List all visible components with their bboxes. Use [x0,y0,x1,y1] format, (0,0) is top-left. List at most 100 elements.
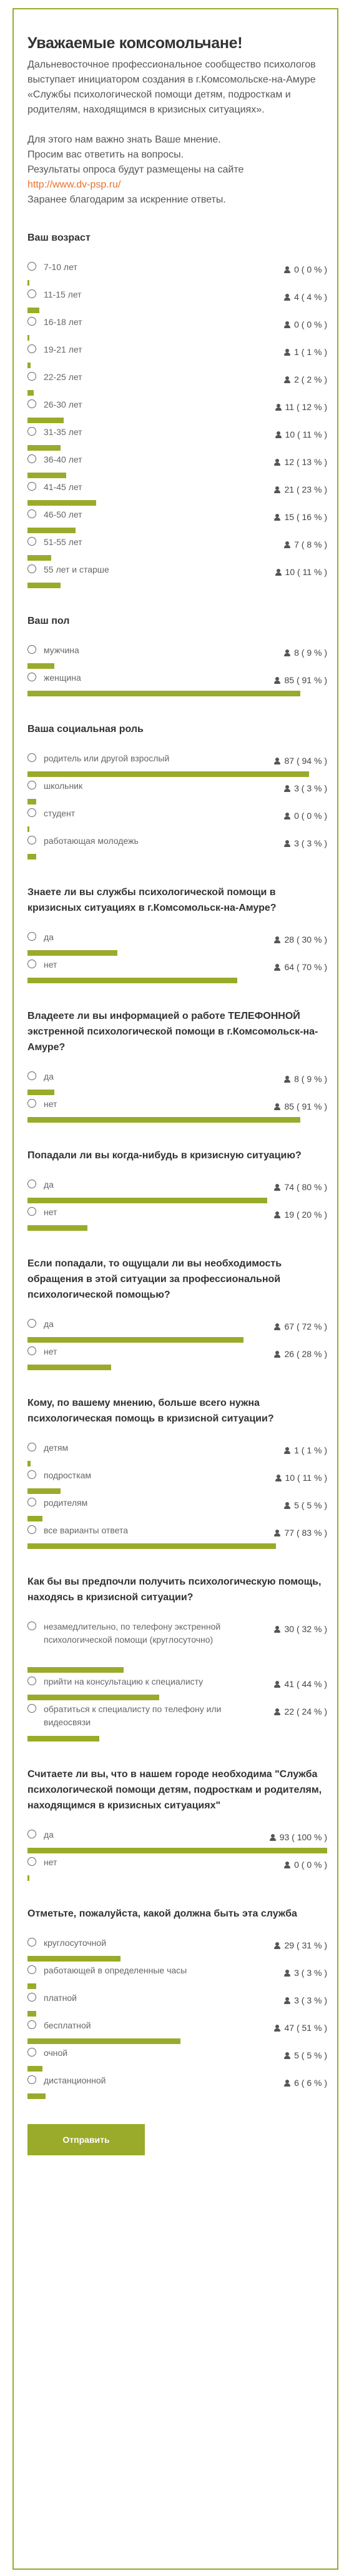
radio-button[interactable] [27,645,36,654]
radio-button[interactable] [27,1938,36,1947]
radio-button[interactable] [27,509,36,518]
answer-option[interactable]: 46-50 лет 15 ( 16 % ) [27,508,327,536]
answer-option[interactable]: да 74 ( 80 % ) [27,1178,327,1206]
vote-stat: 74 ( 80 % ) [274,1182,327,1192]
answer-option[interactable]: 55 лет и старше 10 ( 11 % ) [27,563,327,591]
radio-button[interactable] [27,960,36,968]
radio-button[interactable] [27,1180,36,1188]
radio-button[interactable] [27,1207,36,1216]
radio-button[interactable] [27,1470,36,1479]
option-label: школьник [44,781,83,791]
answer-option[interactable]: нет 85 ( 91 % ) [27,1098,327,1125]
answer-option[interactable]: незамедлительно, по телефону экстренной … [27,1620,327,1675]
user-icon [284,785,291,792]
radio-button[interactable] [27,1443,36,1451]
vote-percent: 0 % [307,319,322,329]
radio-button[interactable] [27,1830,36,1838]
answer-option[interactable]: школьник 3 ( 3 % ) [27,779,327,807]
vote-count: 10 [285,1473,295,1483]
vote-stat: 11 ( 12 % ) [275,402,327,412]
answer-option[interactable]: 7-10 лет 0 ( 0 % ) [27,261,327,288]
answer-option[interactable]: нет 64 ( 70 % ) [27,958,327,986]
answer-option[interactable]: обратиться к специалисту по телефону или… [27,1703,327,1744]
radio-button[interactable] [27,753,36,762]
radio-button[interactable] [27,1525,36,1534]
radio-button[interactable] [27,399,36,408]
radio-button[interactable] [27,932,36,941]
answer-option[interactable]: детям 1 ( 1 % ) [27,1441,327,1469]
answer-option[interactable]: родителям 5 ( 5 % ) [27,1496,327,1524]
answer-option[interactable]: женщина 85 ( 91 % ) [27,671,327,699]
radio-button[interactable] [27,673,36,681]
radio-button[interactable] [27,1621,36,1630]
answer-option[interactable]: 41-45 лет 21 ( 23 % ) [27,481,327,508]
radio-button[interactable] [27,564,36,573]
radio-button[interactable] [27,344,36,353]
answer-option[interactable]: да 28 ( 30 % ) [27,931,327,958]
answer-option[interactable]: 36-40 лет 12 ( 13 % ) [27,453,327,481]
radio-button[interactable] [27,372,36,381]
answer-option[interactable]: работающей в определенные часы 3 ( 3 % ) [27,1964,327,1992]
vote-stat: 77 ( 83 % ) [274,1528,327,1538]
answer-option[interactable]: нет 0 ( 0 % ) [27,1856,327,1883]
radio-button[interactable] [27,1676,36,1685]
answer-option[interactable]: подросткам 10 ( 11 % ) [27,1469,327,1496]
answer-option[interactable]: платной 3 ( 3 % ) [27,1992,327,2019]
radio-button[interactable] [27,1071,36,1080]
radio-button[interactable] [27,1965,36,1974]
answer-option[interactable]: бесплатной 47 ( 51 % ) [27,2019,327,2047]
radio-button[interactable] [27,1099,36,1108]
answer-option[interactable]: 19-21 лет 1 ( 1 % ) [27,343,327,371]
answer-option[interactable]: родитель или другой взрослый 87 ( 94 % ) [27,752,327,779]
answer-option[interactable]: прийти на консультацию к специалисту 41 (… [27,1675,327,1703]
radio-button[interactable] [27,1498,36,1506]
radio-button[interactable] [27,454,36,463]
vote-percent: 51 % [302,2023,322,2033]
site-link[interactable]: http://www.dv-psp.ru/ [27,179,121,190]
answer-option[interactable]: мужчина 8 ( 9 % ) [27,644,327,671]
answer-option[interactable]: 16-18 лет 0 ( 0 % ) [27,316,327,343]
radio-button[interactable] [27,262,36,271]
vote-count: 0 [294,319,299,329]
answer-option[interactable]: очной 5 ( 5 % ) [27,2047,327,2074]
answer-option[interactable]: студент 0 ( 0 % ) [27,807,327,834]
radio-button[interactable] [27,289,36,298]
answer-option[interactable]: 51-55 лет 7 ( 8 % ) [27,536,327,563]
option-label: круглосуточной [44,1938,107,1948]
answer-option[interactable]: нет 26 ( 28 % ) [27,1345,327,1373]
option-label: работающей в определенные часы [44,1965,187,1975]
radio-button[interactable] [27,781,36,789]
radio-button[interactable] [27,317,36,326]
radio-button[interactable] [27,482,36,491]
answer-option[interactable]: да 93 ( 100 % ) [27,1828,327,1856]
options-list: да 28 ( 30 % ) нет 64 ( 70 % ) [27,931,327,986]
answer-option[interactable]: круглосуточной 29 ( 31 % ) [27,1937,327,1964]
answer-option[interactable]: 22-25 лет 2 ( 2 % ) [27,371,327,398]
radio-button[interactable] [27,808,36,817]
answer-option[interactable]: да 67 ( 72 % ) [27,1318,327,1345]
answer-option[interactable]: все варианты ответа 77 ( 83 % ) [27,1524,327,1551]
answer-option[interactable]: 26-30 лет 11 ( 12 % ) [27,398,327,426]
answer-option[interactable]: дистанционной 6 ( 6 % ) [27,2074,327,2102]
radio-button[interactable] [27,537,36,546]
answer-option[interactable]: нет 19 ( 20 % ) [27,1206,327,1233]
radio-button[interactable] [27,1857,36,1866]
option-label: детям [44,1443,69,1453]
radio-button[interactable] [27,1993,36,2002]
radio-button[interactable] [27,836,36,844]
option-label: нет [44,1207,57,1217]
user-icon [284,266,291,273]
radio-button[interactable] [27,1319,36,1328]
radio-button[interactable] [27,2020,36,2029]
radio-button[interactable] [27,427,36,436]
radio-button[interactable] [27,1704,36,1713]
answer-option[interactable]: 31-35 лет 10 ( 11 % ) [27,426,327,453]
user-icon [275,569,282,576]
answer-option[interactable]: работающая молодежь 3 ( 3 % ) [27,834,327,862]
answer-option[interactable]: 11-15 лет 4 ( 4 % ) [27,288,327,316]
answer-option[interactable]: да 8 ( 9 % ) [27,1070,327,1098]
submit-button[interactable]: Отправить [27,2124,145,2155]
radio-button[interactable] [27,2075,36,2084]
radio-button[interactable] [27,1346,36,1355]
radio-button[interactable] [27,2048,36,2057]
